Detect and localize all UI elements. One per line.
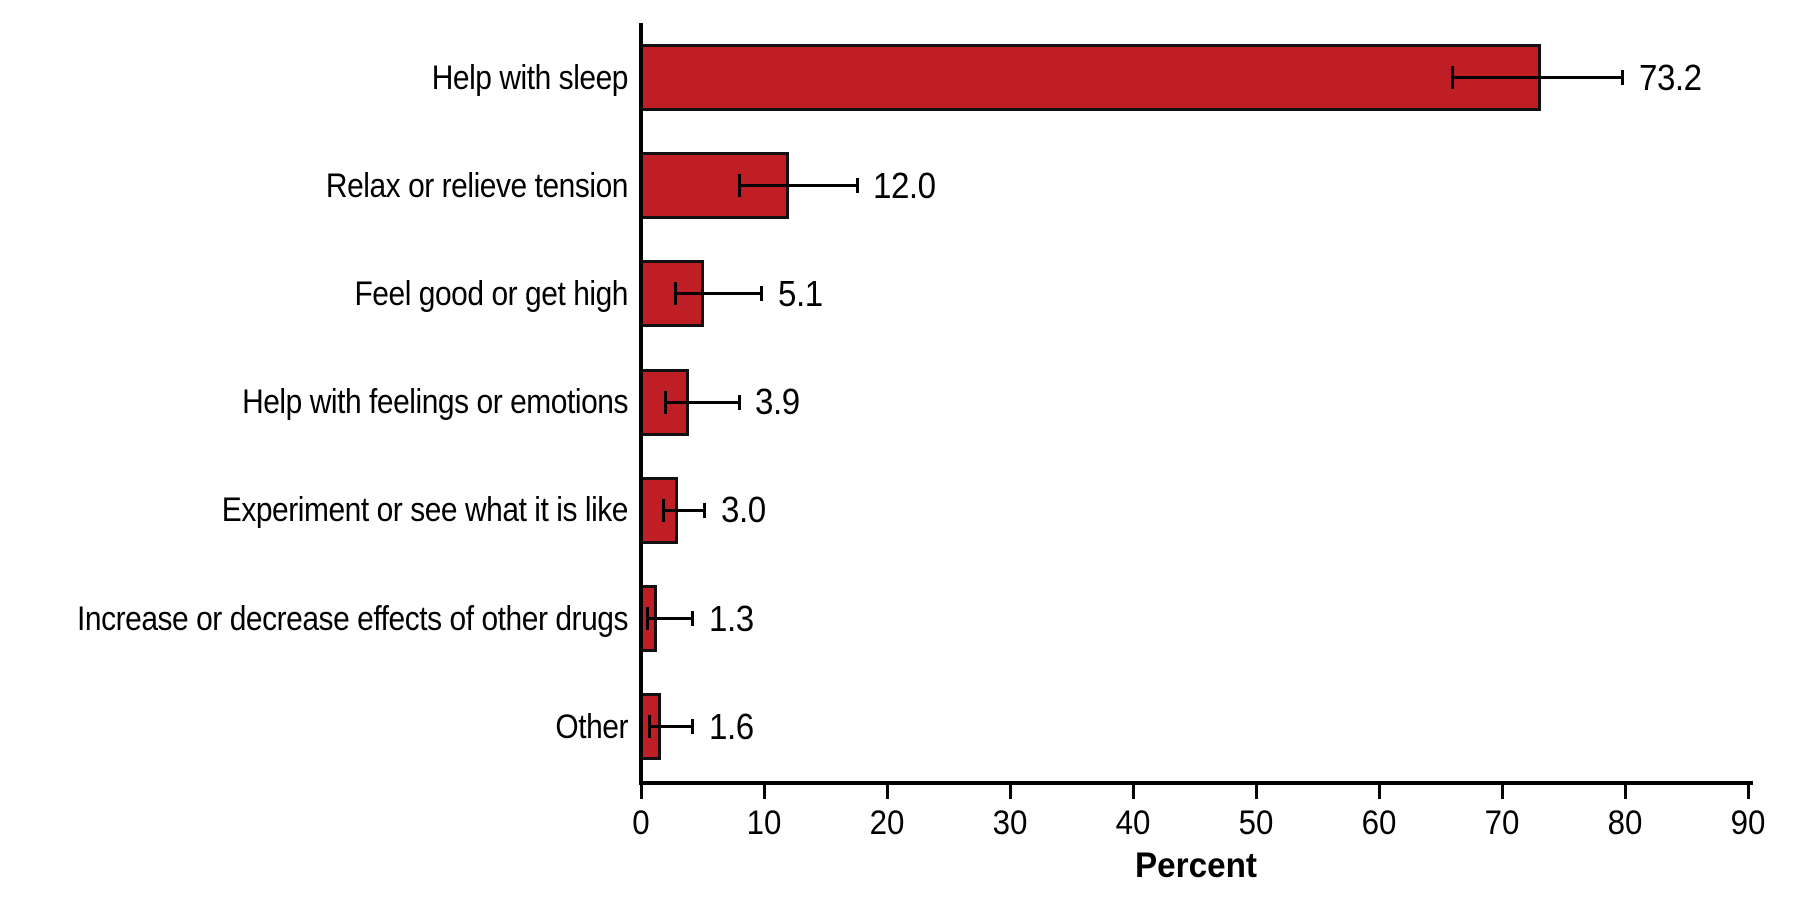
error-bar-cap-left — [664, 390, 668, 414]
x-axis-title: Percent — [1135, 846, 1257, 885]
x-axis-tick-label: 10 — [746, 804, 782, 842]
error-bar-cap-right — [760, 286, 764, 302]
x-axis-tick — [1008, 785, 1012, 799]
value-label: 12.0 — [873, 164, 937, 206]
category-label: Other — [555, 707, 628, 746]
x-axis-tick-label: 70 — [1484, 804, 1520, 842]
x-axis-tick — [1377, 785, 1381, 799]
x-axis-tick-label: 90 — [1730, 804, 1766, 842]
x-axis-tick-label: 40 — [1115, 804, 1151, 842]
error-bar-line — [675, 292, 762, 296]
x-axis-tick — [762, 785, 766, 799]
category-label: Feel good or get high — [354, 274, 628, 313]
error-bar-cap-left — [737, 174, 741, 198]
category-label: Increase or decrease effects of other dr… — [76, 599, 629, 638]
y-axis-line — [639, 23, 643, 785]
error-bar-line — [739, 184, 858, 188]
error-bar-line — [649, 725, 693, 729]
x-axis-tick — [1131, 785, 1135, 799]
x-axis-tick — [1500, 785, 1504, 799]
error-bar-cap-right — [737, 394, 741, 410]
x-axis-tick-label: 0 — [632, 804, 650, 842]
category-label: Help with feelings or emotions — [242, 383, 628, 422]
value-label: 3.9 — [755, 381, 801, 423]
error-bar-cap-right — [691, 719, 695, 735]
x-axis-tick-label: 50 — [1238, 804, 1274, 842]
error-bar-cap-left — [648, 715, 652, 739]
error-bar-cap-right — [1621, 70, 1625, 85]
x-axis-line — [639, 781, 1753, 785]
error-bar-cap-left — [661, 498, 665, 522]
x-axis-tick — [639, 785, 643, 799]
x-axis-tick — [1746, 785, 1750, 799]
value-label: 1.3 — [708, 597, 754, 639]
x-axis-tick — [1623, 785, 1627, 799]
bar — [639, 44, 1542, 111]
x-axis-tick-label: 30 — [992, 804, 1028, 842]
error-bar-line — [647, 617, 693, 620]
error-bar-cap-right — [703, 502, 707, 518]
x-axis-tick — [885, 785, 889, 799]
error-bar-line — [665, 400, 740, 404]
value-label: 3.0 — [720, 489, 766, 531]
error-bar-cap-right — [855, 178, 859, 194]
x-axis-tick — [1254, 785, 1258, 799]
x-axis-tick-label: 60 — [1361, 804, 1397, 842]
category-label: Help with sleep — [431, 58, 629, 97]
value-label: 73.2 — [1638, 56, 1702, 98]
error-bar-cap-left — [673, 282, 677, 306]
x-axis-tick-label: 80 — [1607, 804, 1643, 842]
value-label: 1.6 — [708, 705, 754, 747]
x-axis-tick-label: 20 — [869, 804, 905, 842]
error-bar-cap-left — [645, 607, 649, 630]
error-bar-line — [663, 508, 705, 512]
error-bar-line — [1452, 76, 1623, 79]
category-label: Experiment or see what it is like — [221, 491, 629, 530]
error-bar-cap-right — [691, 611, 695, 626]
value-label: 5.1 — [777, 272, 823, 314]
error-bar-cap-left — [1451, 66, 1455, 89]
category-label: Relax or relieve tension — [325, 166, 629, 205]
